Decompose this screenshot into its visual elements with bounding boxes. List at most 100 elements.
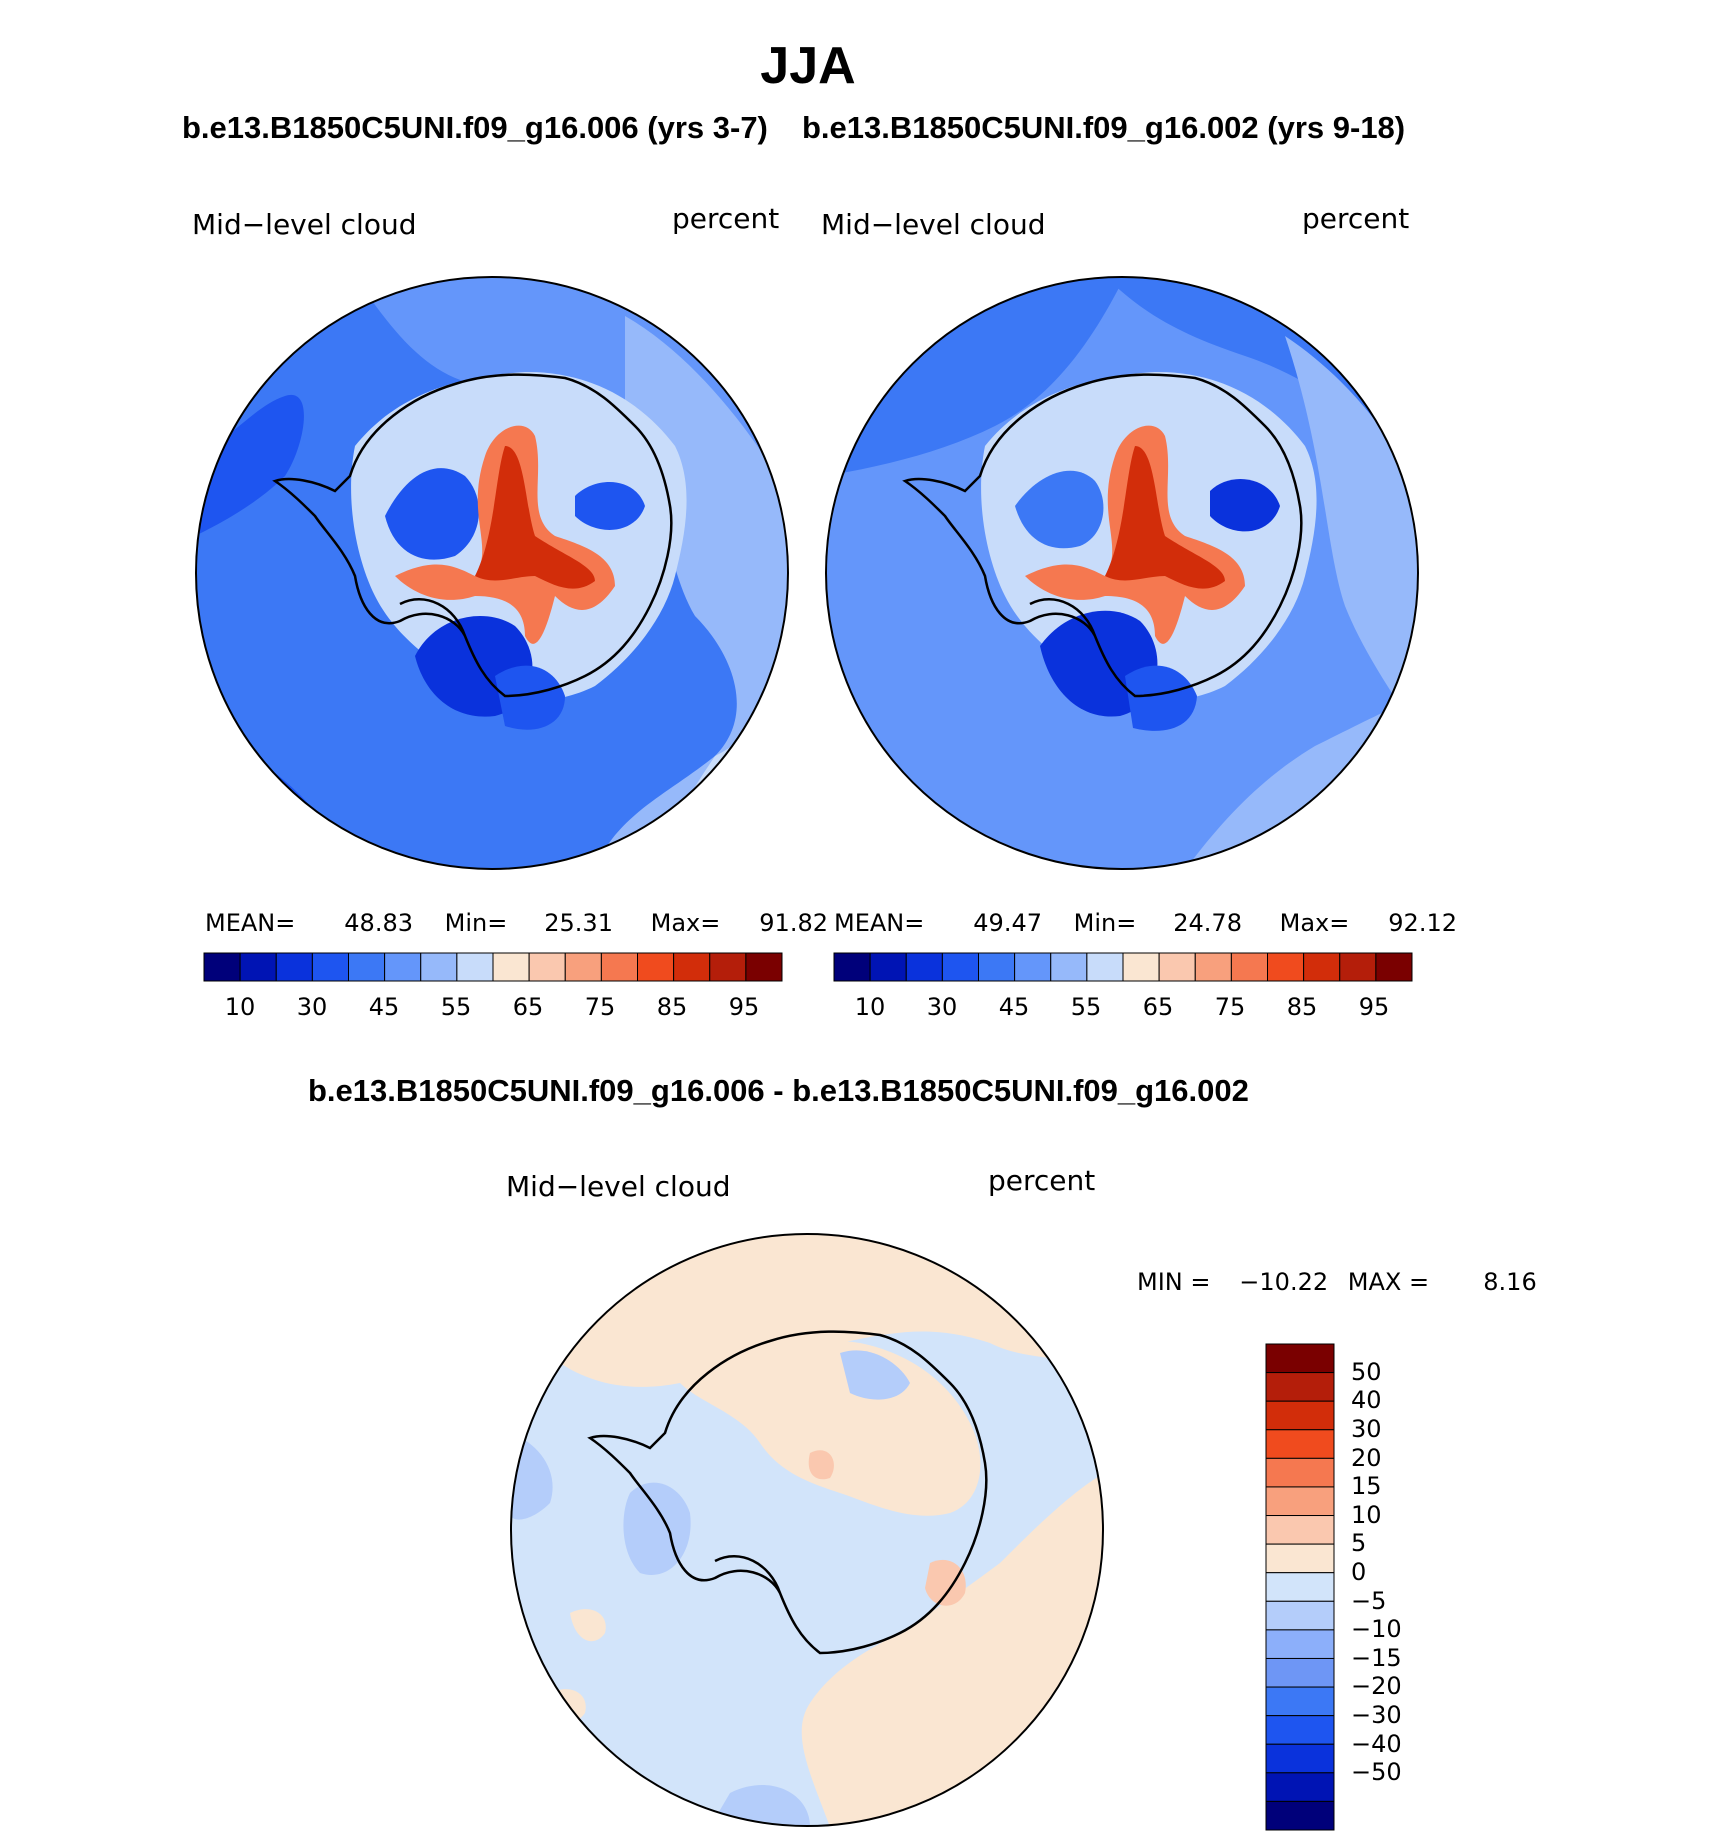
colorbar-swatch xyxy=(348,952,386,982)
colorbar-left-tick: 45 xyxy=(368,993,400,1021)
colorbar-diff-tick: −5 xyxy=(1351,1587,1387,1615)
colorbar-swatch xyxy=(1122,952,1160,982)
colorbar-diff-tick: −30 xyxy=(1351,1701,1402,1729)
colorbar-swatch xyxy=(1265,1543,1335,1574)
colorbar-swatch xyxy=(1267,952,1305,982)
colorbar-right-ticks: 10 30 45 55 65 75 85 95 xyxy=(834,993,1412,1023)
colorbar-diff-tick: 0 xyxy=(1351,1558,1367,1586)
colorbar-swatch xyxy=(978,952,1016,982)
map-diff xyxy=(510,1233,1104,1827)
mean-value-left: 48.83 xyxy=(344,909,413,937)
colorbar-diff-tick: 15 xyxy=(1351,1472,1382,1500)
colorbar-swatch xyxy=(564,952,602,982)
colorbar-swatch xyxy=(673,952,711,982)
colorbar-diff-tick: 40 xyxy=(1351,1386,1382,1414)
colorbar-swatch xyxy=(1265,1429,1335,1459)
colorbar-swatch xyxy=(1265,1600,1335,1631)
colorbar-swatch xyxy=(1230,952,1268,982)
variable-label-left: Mid−level cloud xyxy=(192,208,417,241)
variable-label-diff: Mid−level cloud xyxy=(506,1170,731,1203)
colorbar-swatch xyxy=(1375,952,1413,982)
colorbar-swatch xyxy=(1303,952,1341,982)
max-value-left: 91.82 xyxy=(759,909,828,937)
colorbar-diff-tick: −20 xyxy=(1351,1672,1402,1700)
colorbar-swatch xyxy=(1265,1743,1335,1774)
units-label-right: percent xyxy=(1302,202,1410,235)
max-label-left: Max= xyxy=(650,909,721,937)
map-right xyxy=(825,276,1419,870)
colorbar-right-tick: 55 xyxy=(1070,993,1102,1021)
colorbar-right-tick: 85 xyxy=(1286,993,1318,1021)
colorbar-swatch xyxy=(905,952,943,982)
colorbar-diff-tick: 50 xyxy=(1351,1358,1382,1386)
colorbar-left-tick: 30 xyxy=(296,993,328,1021)
colorbar-swatch xyxy=(1265,1715,1335,1745)
map-left xyxy=(195,276,789,870)
colorbar-swatch xyxy=(1339,952,1377,982)
colorbar-left-tick: 10 xyxy=(224,993,256,1021)
max-label-right: Max= xyxy=(1279,909,1350,937)
colorbar-diff-ticks: 50 40 30 20 15 10 5 0 −5 −10 −15 −20 −30… xyxy=(1351,1344,1471,1830)
min-value-left: 25.31 xyxy=(544,909,613,937)
colorbar-right-tick: 95 xyxy=(1358,993,1390,1021)
mean-label-left: MEAN= xyxy=(205,909,296,937)
colorbar-diff xyxy=(1265,1343,1335,1831)
colorbar-swatch xyxy=(420,952,458,982)
colorbar-swatch xyxy=(1265,1657,1335,1688)
min-label-left: Min= xyxy=(444,909,508,937)
colorbar-swatch xyxy=(1265,1772,1335,1802)
figure-title: JJA xyxy=(760,37,856,95)
colorbar-diff-tick: 30 xyxy=(1351,1415,1382,1443)
colorbar-swatch xyxy=(869,952,907,982)
colorbar-swatch xyxy=(1265,1400,1335,1431)
colorbar-left-ticks: 10 30 45 55 65 75 85 95 xyxy=(204,993,782,1023)
colorbar-right xyxy=(833,952,1413,982)
units-label-left: percent xyxy=(672,202,780,235)
colorbar-left-tick: 65 xyxy=(512,993,544,1021)
colorbar-right-tick: 10 xyxy=(854,993,886,1021)
colorbar-swatch xyxy=(1265,1515,1335,1545)
colorbar-swatch xyxy=(1265,1629,1335,1659)
colorbar-swatch xyxy=(311,952,349,982)
max-label-diff: MAX = xyxy=(1347,1268,1430,1296)
colorbar-right-tick: 65 xyxy=(1142,993,1174,1021)
colorbar-swatch xyxy=(833,952,871,982)
colorbar-right-tick: 75 xyxy=(1214,993,1246,1021)
colorbar-swatch xyxy=(1014,952,1052,982)
mean-label-right: MEAN= xyxy=(834,909,925,937)
units-label-diff: percent xyxy=(988,1164,1096,1197)
colorbar-swatch xyxy=(528,952,566,982)
colorbar-left-tick: 95 xyxy=(728,993,760,1021)
run-title-left: b.e13.B1850C5UNI.f09_g16.006 (yrs 3-7) xyxy=(182,110,768,145)
colorbar-swatch xyxy=(709,952,747,982)
colorbar-swatch xyxy=(1265,1457,1335,1488)
colorbar-swatch xyxy=(1086,952,1124,982)
mean-value-right: 49.47 xyxy=(973,909,1042,937)
colorbar-swatch xyxy=(239,952,277,982)
min-label-diff: MIN = xyxy=(1137,1268,1211,1296)
colorbar-left-tick: 55 xyxy=(440,993,472,1021)
colorbar-left-tick: 85 xyxy=(656,993,688,1021)
colorbar-swatch xyxy=(1158,952,1196,982)
colorbar-swatch xyxy=(600,952,638,982)
colorbar-swatch xyxy=(941,952,979,982)
colorbar-swatch xyxy=(1265,1800,1335,1831)
colorbar-right-tick: 45 xyxy=(998,993,1030,1021)
colorbar-diff-tick: 5 xyxy=(1351,1529,1367,1557)
colorbar-swatch xyxy=(384,952,422,982)
max-value-diff: 8.16 xyxy=(1483,1268,1537,1296)
max-value-right: 92.12 xyxy=(1388,909,1457,937)
colorbar-swatch xyxy=(1050,952,1088,982)
colorbar-swatch xyxy=(1265,1343,1335,1374)
min-label-right: Min= xyxy=(1073,909,1137,937)
colorbar-right-tick: 30 xyxy=(926,993,958,1021)
colorbar-diff-tick: −15 xyxy=(1351,1644,1402,1672)
colorbar-swatch xyxy=(1265,1486,1335,1517)
colorbar-swatch xyxy=(1265,1372,1335,1402)
colorbar-left-tick: 75 xyxy=(584,993,616,1021)
colorbar-left xyxy=(203,952,783,982)
colorbar-swatch xyxy=(637,952,675,982)
colorbar-swatch xyxy=(745,952,783,982)
colorbar-swatch xyxy=(1265,1686,1335,1717)
colorbar-swatch xyxy=(1194,952,1232,982)
